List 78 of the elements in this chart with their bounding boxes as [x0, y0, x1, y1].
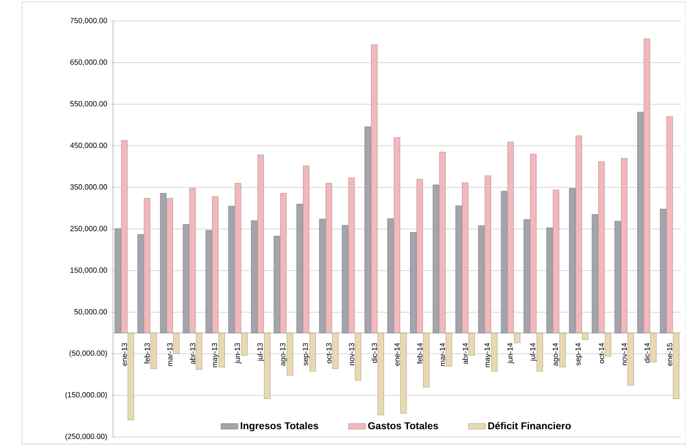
- bar: [364, 126, 371, 334]
- bar: [604, 332, 612, 356]
- bar: [150, 332, 157, 369]
- bar: [644, 38, 650, 334]
- bar: [137, 234, 144, 334]
- bar: [354, 332, 362, 381]
- bar: [218, 332, 225, 368]
- bar: [478, 226, 485, 334]
- bar: [468, 332, 475, 356]
- bar: [319, 218, 326, 334]
- bar: [274, 236, 280, 334]
- bar: [196, 332, 202, 370]
- bar: [387, 218, 394, 334]
- legend-label: Gastos Totales: [368, 422, 438, 430]
- bar: [491, 332, 498, 372]
- bar: [514, 332, 520, 344]
- bar: [650, 332, 657, 362]
- bar: [189, 188, 196, 334]
- bar: [326, 183, 332, 334]
- bar: [234, 183, 242, 334]
- bar: [410, 232, 416, 334]
- bar: [128, 332, 134, 420]
- bar: [592, 214, 598, 334]
- bar: [394, 137, 400, 334]
- bar: [439, 152, 446, 334]
- bar: [637, 112, 644, 334]
- bar: [348, 178, 355, 334]
- bar: [342, 225, 348, 334]
- bar: [121, 140, 128, 334]
- bar: [144, 198, 150, 334]
- bar: [660, 208, 666, 334]
- bar: [569, 188, 576, 334]
- bar: [241, 332, 248, 356]
- bar: [400, 332, 407, 414]
- bar: [258, 154, 264, 334]
- bar: [332, 332, 338, 369]
- bar: [302, 166, 310, 334]
- bar: [423, 332, 430, 388]
- bar: [371, 44, 378, 334]
- bar: [182, 224, 190, 334]
- bar: [114, 228, 122, 334]
- bar: [484, 176, 492, 334]
- bar: [173, 332, 180, 354]
- bar: [582, 332, 588, 340]
- legend-label: Ingresos Totales: [240, 422, 318, 432]
- bar: [552, 190, 560, 334]
- bar: [628, 332, 634, 386]
- bar: [212, 196, 218, 334]
- bar: [456, 206, 462, 334]
- bar: [462, 182, 468, 334]
- bar: [446, 332, 452, 366]
- bar: [286, 332, 294, 376]
- bar: [251, 220, 258, 334]
- bar: [166, 198, 173, 334]
- bar: [673, 332, 680, 399]
- bar: [507, 142, 514, 334]
- bar: [264, 332, 270, 399]
- bar: [432, 184, 440, 334]
- bar: [530, 154, 536, 334]
- bar: [309, 332, 316, 372]
- bar: [576, 136, 582, 334]
- legend-label: Déficit Financiero: [488, 422, 571, 430]
- bar: [536, 332, 543, 372]
- bar: [524, 219, 530, 334]
- bar: [228, 206, 235, 334]
- bar: [416, 178, 423, 334]
- bar: [378, 332, 384, 416]
- bar: [614, 220, 621, 334]
- bar: [160, 193, 166, 334]
- bar: [621, 158, 628, 334]
- bar: [559, 332, 566, 368]
- bar: [500, 190, 508, 334]
- bar: [666, 116, 673, 334]
- bar: [546, 228, 553, 334]
- bar: [296, 204, 303, 334]
- bar: [598, 161, 605, 334]
- bar: [206, 230, 212, 334]
- bar: [280, 193, 287, 334]
